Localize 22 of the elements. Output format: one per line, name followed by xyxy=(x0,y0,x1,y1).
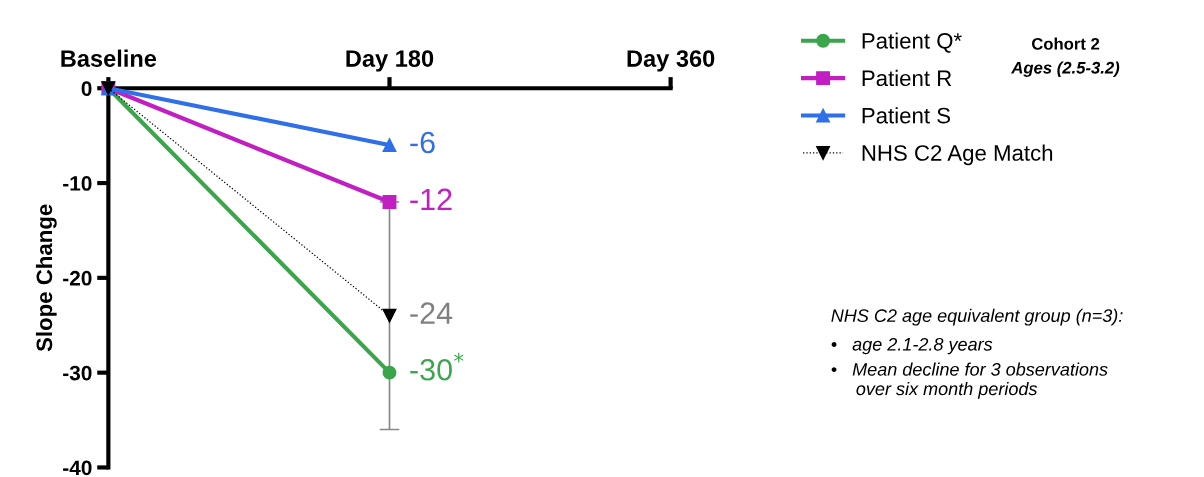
y-tick-label: -40 xyxy=(63,460,92,476)
data-label: -12 xyxy=(410,188,452,210)
y-tick-label: -10 xyxy=(63,176,92,191)
text: NHS C2 age equivalent group (n=3): xyxy=(831,308,1123,326)
text: Cohort 2 xyxy=(1031,37,1100,50)
x-tick-label: Day 180 xyxy=(346,50,434,72)
text: • age 2.1-2.8 years xyxy=(831,337,993,355)
y-tick-label: -30 xyxy=(63,365,92,381)
y-tick-label: 0 xyxy=(81,81,92,96)
x-tick-label: Baseline xyxy=(61,49,157,67)
data-label: -6 xyxy=(410,131,435,154)
legend-label: Patient Q* xyxy=(862,32,962,53)
legend-label: Patient S xyxy=(862,107,951,124)
data-label: -30$^{*}$ xyxy=(410,352,464,381)
text: Ages (2.5-3.2) xyxy=(1011,61,1120,77)
legend-label: NHS C2 Age Match xyxy=(862,144,1053,166)
legend-label: Patient R xyxy=(862,69,952,87)
text: • Mean decline for 3 observations over six month periods xyxy=(831,362,1108,399)
x-tick-label: Day 360 xyxy=(627,50,715,72)
data-label: -24 xyxy=(410,302,453,324)
y-tick-label: -20 xyxy=(63,270,92,286)
y-axis-title: Slope Change xyxy=(35,204,57,352)
